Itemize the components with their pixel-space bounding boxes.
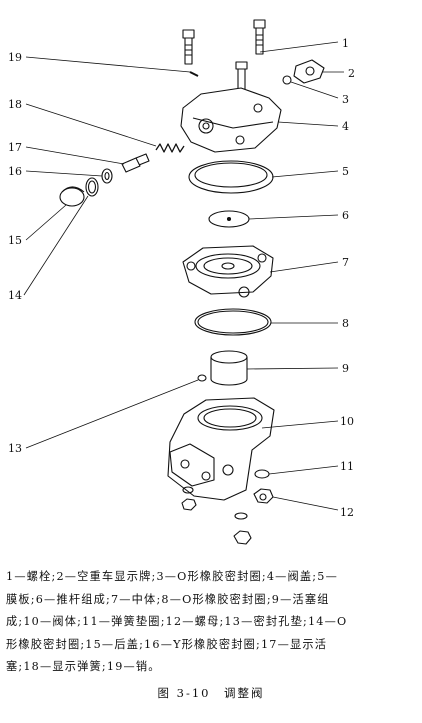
- o-ring-3: [282, 75, 292, 85]
- callout-18: 18: [8, 98, 22, 111]
- o-ring-8: [194, 308, 272, 336]
- leader-line-5: [271, 170, 339, 178]
- callout-5: 5: [342, 165, 349, 178]
- callout-1: 1: [342, 37, 349, 50]
- callout-6: 6: [342, 209, 349, 222]
- exploded-view-diagram: 1 2 3 4 5 6 7 8 9 10 11 12 13 14 15 16 1…: [8, 19, 355, 545]
- callout-9: 9: [342, 362, 349, 375]
- legend-line: 形橡胶密封圈;15—后盖;16—Y形橡胶密封圈;17—显示活: [6, 637, 328, 651]
- callout-4: 4: [342, 120, 349, 133]
- seal-gasket-13: [197, 374, 207, 382]
- piston-assembly-9: [210, 350, 248, 386]
- push-rod-disc-6: [208, 210, 250, 228]
- valve-body-10: [167, 397, 275, 501]
- nut-bottom-left: [181, 498, 197, 511]
- leader-line-15: [25, 204, 67, 241]
- leader-line-19: [25, 56, 191, 73]
- callout-19: 19: [8, 51, 22, 64]
- leader-line-18: [25, 103, 157, 147]
- y-seal-16: [101, 168, 113, 184]
- legend-line: 1—螺栓;2—空重车显示牌;3—O形橡胶密封圈;4—阀盖;5—: [6, 570, 338, 583]
- legend-line: 成;10—阀体;11—弹簧垫圈;12—螺母;13—密封孔垫;14—O: [6, 615, 348, 628]
- callout-11: 11: [340, 460, 354, 473]
- bolt-1-left: [182, 29, 195, 65]
- leader-line-11: [268, 465, 339, 475]
- figure-title: 图 3-10 调整阀: [157, 686, 265, 700]
- leader-line-16: [25, 170, 103, 177]
- spring-washer-11: [254, 469, 270, 479]
- bolt-cover: [235, 61, 248, 92]
- indicator-plate-2: [293, 59, 325, 84]
- washer-bottom-mid: [234, 512, 248, 520]
- nut-bottom-mid: [233, 530, 252, 545]
- leader-line-13: [25, 379, 199, 449]
- leader-line-10: [261, 420, 339, 429]
- leader-line-7: [269, 261, 339, 273]
- bolt-1-right: [253, 19, 266, 55]
- leader-line-17: [25, 146, 125, 165]
- leader-line-9: [246, 367, 339, 370]
- indicator-piston-17: [121, 153, 150, 173]
- leader-line-12: [272, 496, 339, 511]
- rear-cap-15: [59, 186, 85, 207]
- callout-15: 15: [8, 234, 22, 247]
- middle-body-7: [182, 245, 274, 298]
- callout-13: 13: [8, 442, 22, 455]
- callout-2: 2: [348, 67, 355, 80]
- pin-19: [189, 71, 199, 77]
- valve-cover-4: [180, 87, 282, 153]
- leader-line-1: [259, 41, 339, 53]
- diaphragm-5: [188, 160, 274, 194]
- callout-10: 10: [340, 415, 354, 428]
- washer-bottom-left: [182, 486, 194, 494]
- leader-line-6: [248, 214, 339, 220]
- callout-7: 7: [342, 256, 349, 269]
- nut-12: [253, 488, 274, 504]
- o-ring-14: [85, 177, 99, 197]
- callout-3: 3: [342, 93, 349, 106]
- callout-17: 17: [8, 141, 22, 154]
- parts-legend: 1—螺栓;2—空重车显示牌;3—O形橡胶密封圈;4—阀盖;5— 膜板;6—推杆组…: [6, 566, 416, 679]
- callout-12: 12: [340, 506, 354, 519]
- legend-line: 塞;18—显示弹簧;19—销。: [6, 660, 161, 673]
- callout-14: 14: [8, 289, 22, 302]
- spring-18: [155, 143, 185, 153]
- leader-line-3: [290, 81, 339, 99]
- legend-line: 膜板;6—推杆组成;7—中体;8—O形橡胶密封圈;9—活塞组: [6, 592, 330, 606]
- leader-line-4: [277, 121, 339, 127]
- leader-line-14: [23, 195, 89, 296]
- callout-8: 8: [342, 317, 349, 330]
- callout-16: 16: [8, 165, 22, 178]
